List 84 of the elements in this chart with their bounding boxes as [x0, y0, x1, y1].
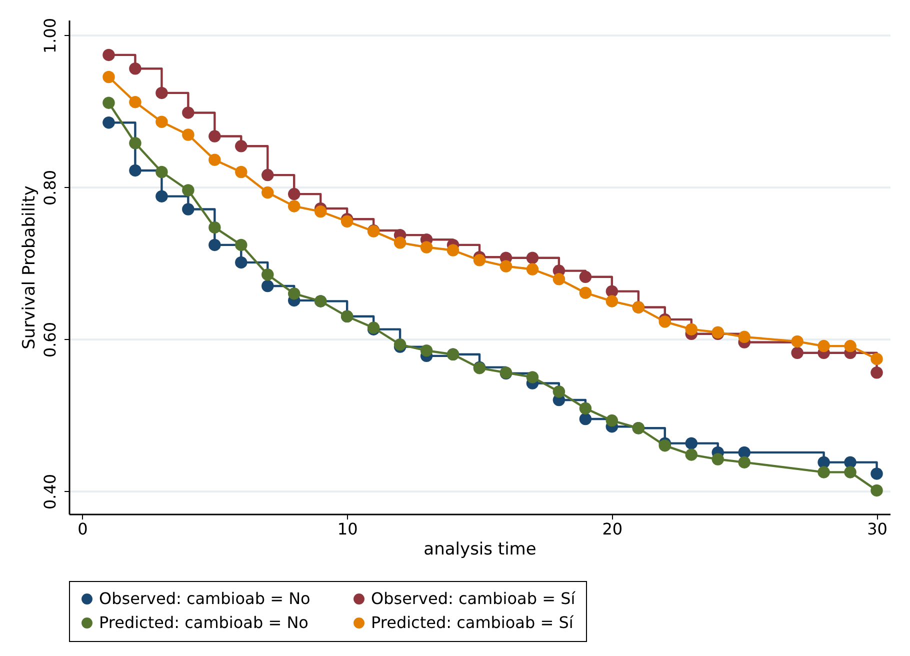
y-tick-label: 0.60 [40, 322, 60, 358]
point [288, 287, 300, 300]
point [818, 466, 830, 478]
point [712, 453, 724, 466]
point [526, 252, 539, 264]
point [262, 186, 274, 199]
point [526, 263, 539, 276]
point [340, 215, 354, 228]
x-axis-title: analysis time [424, 540, 536, 560]
point [156, 116, 168, 128]
point [738, 446, 750, 459]
point [579, 402, 592, 414]
point [526, 371, 539, 384]
point [685, 323, 698, 336]
point [156, 190, 168, 202]
point [102, 48, 115, 62]
point [791, 346, 804, 359]
legend-label: Predicted: cambioab = No [99, 613, 308, 632]
point [156, 86, 168, 100]
x-tick-label: 20 [602, 520, 623, 538]
point [235, 256, 248, 269]
point [288, 188, 300, 200]
point [579, 286, 592, 299]
point [870, 468, 883, 480]
point [208, 154, 221, 166]
point [552, 386, 566, 398]
point [870, 366, 883, 379]
point [208, 238, 221, 252]
point [500, 260, 512, 272]
point [579, 270, 592, 283]
point [738, 456, 750, 468]
point [288, 200, 300, 212]
point [129, 164, 142, 177]
point [208, 221, 221, 234]
point [182, 128, 194, 141]
point [420, 241, 433, 254]
point [658, 316, 672, 328]
point [262, 268, 274, 281]
point [129, 137, 142, 150]
point [314, 205, 327, 218]
point [473, 254, 486, 266]
point [420, 344, 433, 357]
point [102, 96, 115, 109]
point [552, 273, 566, 286]
point [235, 238, 248, 252]
x-tick-label: 30 [867, 520, 888, 538]
legend-label: Predicted: cambioab = Sí [371, 613, 574, 632]
point [791, 335, 804, 348]
point [606, 295, 618, 308]
point [182, 184, 194, 196]
point [685, 448, 698, 461]
point [870, 352, 883, 366]
point [129, 62, 142, 75]
point [182, 203, 194, 216]
point [685, 437, 698, 450]
point [102, 116, 115, 129]
point [844, 466, 856, 478]
point [262, 280, 274, 292]
legend-label: Observed: cambioab = Sí [371, 589, 576, 608]
point [394, 236, 406, 249]
point [738, 330, 750, 344]
point [235, 166, 248, 178]
point [579, 412, 592, 426]
point [446, 244, 460, 256]
y-axis-title: Survival Probability [20, 186, 40, 350]
point [262, 168, 274, 182]
y-tick-label: 0.80 [40, 170, 60, 206]
point [235, 140, 248, 152]
point [844, 340, 856, 352]
point [818, 340, 830, 352]
point [606, 414, 618, 427]
legend-label: Observed: cambioab = No [99, 589, 310, 608]
point [658, 439, 672, 452]
x-tick-label: 0 [78, 520, 88, 538]
point [870, 484, 883, 497]
point [208, 130, 221, 142]
point [394, 338, 406, 351]
y-tick-label: 0.40 [40, 474, 60, 510]
x-tick-label: 10 [337, 520, 358, 538]
point [156, 166, 168, 178]
point [102, 70, 115, 84]
point [182, 106, 194, 119]
point [129, 96, 142, 108]
y-tick-label: 1.00 [40, 18, 60, 54]
